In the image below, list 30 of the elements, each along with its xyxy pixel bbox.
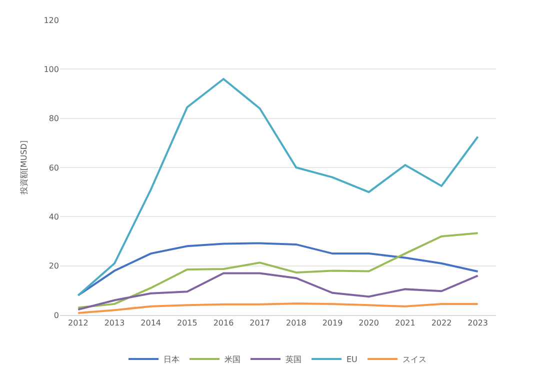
line-series xyxy=(77,78,479,296)
y-axis-title: 投資額[MUSD] xyxy=(19,140,28,196)
x-tick-label: 2020 xyxy=(358,318,380,328)
y-tick-label: 120 xyxy=(44,16,59,25)
line-series xyxy=(77,302,479,314)
legend-label: EU xyxy=(346,355,358,364)
y-tick-label: 40 xyxy=(48,212,59,222)
x-tick-label: 2014 xyxy=(140,318,162,328)
x-tick-label: 2023 xyxy=(468,318,488,328)
legend-label: 英国 xyxy=(286,355,302,364)
legend-label: 日本 xyxy=(164,355,180,364)
x-tick-label: 2021 xyxy=(394,318,416,328)
x-tick-label: 2019 xyxy=(322,318,343,328)
line-series xyxy=(77,242,479,296)
x-tick-label: 2013 xyxy=(104,318,125,328)
line-series xyxy=(77,272,479,311)
x-tick-label: 2015 xyxy=(176,318,198,328)
x-tick-label: 2018 xyxy=(286,318,306,328)
legend-label: スイス xyxy=(402,355,427,364)
x-tick-label: 2022 xyxy=(431,318,452,328)
x-tick-label: 2016 xyxy=(213,318,234,328)
y-tick-label: 20 xyxy=(48,262,59,271)
x-tick-label: 2017 xyxy=(250,318,270,328)
y-tick-label: 80 xyxy=(48,114,59,124)
legend-label: 米国 xyxy=(224,355,240,364)
y-tick-label: 100 xyxy=(44,64,59,74)
line-series xyxy=(77,232,479,309)
x-tick-label: 2012 xyxy=(68,318,88,328)
y-tick-label: 0 xyxy=(54,310,59,320)
y-tick-label: 60 xyxy=(48,163,59,172)
